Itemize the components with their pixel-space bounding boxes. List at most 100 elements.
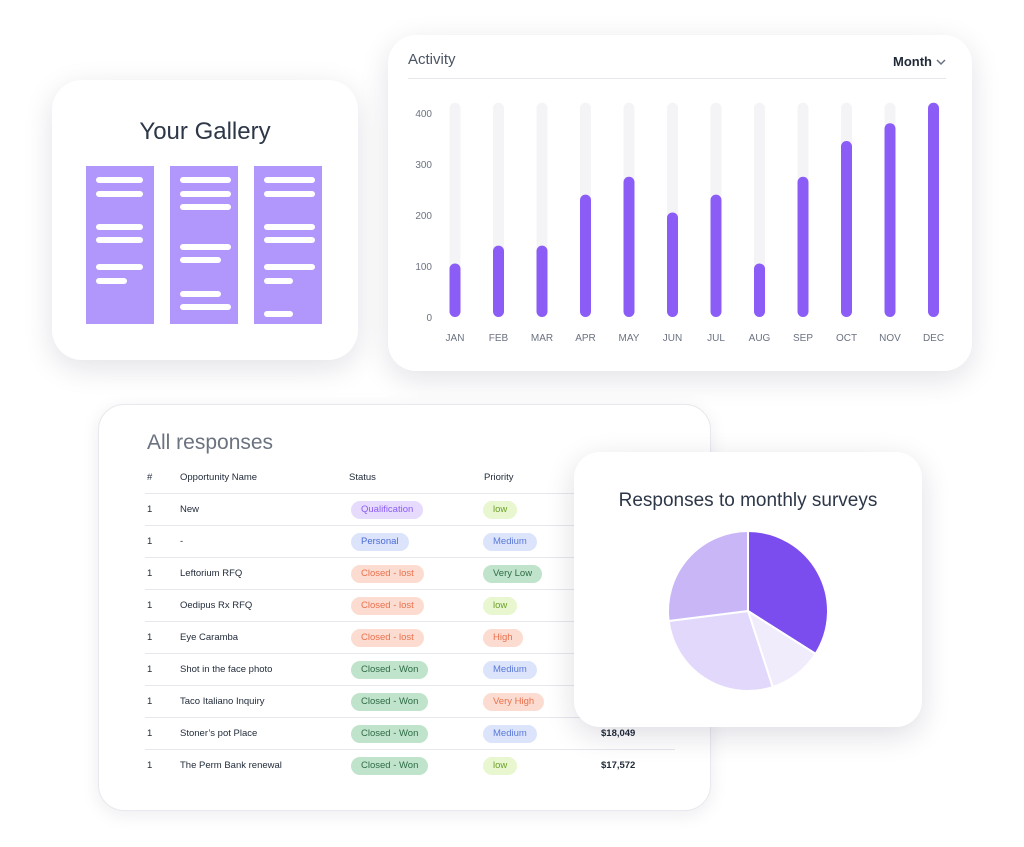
- x-tick-label: JUN: [663, 333, 682, 344]
- bar-jul[interactable]: [710, 194, 722, 317]
- col-header-priority: Priority: [484, 472, 514, 483]
- y-tick-label: 300: [415, 160, 432, 171]
- responses-title: All responses: [147, 431, 274, 454]
- gallery-column[interactable]: [86, 166, 154, 324]
- table-row[interactable]: 1 Taco Italiano Inquiry Closed - Won Very H…: [145, 685, 675, 717]
- priority-badge: Medium: [483, 533, 537, 551]
- row-number: 1: [147, 536, 153, 547]
- y-tick-label: 400: [415, 109, 432, 120]
- status-badge: Closed - lost: [351, 565, 424, 583]
- status-badge: Closed - Won: [351, 693, 429, 711]
- row-number: 1: [147, 504, 153, 515]
- col-header-status: Status: [349, 472, 376, 483]
- survey-pie-chart: [667, 529, 829, 692]
- bar-jun[interactable]: [667, 212, 678, 317]
- amount-value: $18,049: [601, 728, 636, 739]
- bar-may[interactable]: [623, 176, 635, 317]
- gallery-card: Your Gallery: [52, 80, 358, 360]
- y-tick-label: 0: [426, 313, 432, 324]
- table-row[interactable]: 1 Oedipus Rx RFQ Closed - lost low: [145, 589, 675, 621]
- status-badge: Closed - Won: [351, 757, 429, 775]
- priority-badge: low: [483, 501, 518, 519]
- bar-oct[interactable]: [841, 141, 852, 317]
- bar-mar[interactable]: [536, 245, 548, 317]
- status-badge: Closed - lost: [351, 629, 424, 647]
- row-number: 1: [147, 664, 153, 675]
- period-dropdown[interactable]: Month: [893, 54, 946, 69]
- table-row[interactable]: 1 Eye Caramba Closed - lost High: [145, 621, 675, 653]
- table-row[interactable]: 1 - Personal Medium: [145, 525, 675, 557]
- survey-title: Responses to monthly surveys: [618, 490, 878, 511]
- x-tick-label: SEP: [793, 333, 813, 344]
- priority-badge: Medium: [483, 725, 537, 743]
- activity-bar-chart: 400 300 200 100 0 JAN FEB MAR APR MAY JUN JUL AUG SEP…: [415, 102, 944, 344]
- opportunity-name: Stoner’s pot Place: [180, 728, 258, 739]
- status-badge: Personal: [351, 533, 409, 551]
- row-number: 1: [147, 696, 153, 707]
- bar-sep[interactable]: [797, 176, 809, 317]
- status-badge: Closed - lost: [351, 597, 424, 615]
- priority-badge: Very High: [483, 693, 545, 711]
- table-row[interactable]: 1 Leftorium RFQ Closed - lost Very Low: [145, 557, 675, 589]
- table-row[interactable]: 1 The Perm Bank renewal Closed - Won low $17…: [145, 749, 675, 781]
- table-row[interactable]: 1 Shot in the face photo Closed - Won Mediu…: [145, 653, 675, 685]
- opportunity-name: Leftorium RFQ: [180, 568, 243, 579]
- survey-card: Responses to monthly surveys: [574, 452, 922, 727]
- bar-feb[interactable]: [493, 245, 504, 317]
- x-tick-label: FEB: [489, 333, 509, 344]
- opportunity-name: -: [180, 536, 184, 547]
- x-tick-label: MAY: [619, 333, 640, 344]
- bar-nov[interactable]: [884, 123, 896, 317]
- bar-jan[interactable]: [449, 263, 461, 317]
- opportunity-name: The Perm Bank renewal: [180, 760, 282, 771]
- priority-badge: High: [483, 629, 523, 647]
- y-tick-label: 200: [415, 211, 432, 222]
- bar-track: [449, 102, 461, 317]
- opportunity-name: Taco Italiano Inquiry: [180, 696, 265, 707]
- status-badge: Closed - Won: [351, 661, 429, 679]
- x-tick-label: JUL: [707, 333, 725, 344]
- table-row[interactable]: 1 New Qualification low: [145, 493, 675, 525]
- opportunity-name: Oedipus Rx RFQ: [180, 600, 253, 611]
- status-badge: Closed - Won: [351, 725, 429, 743]
- priority-badge: low: [483, 757, 518, 775]
- x-tick-label: APR: [575, 333, 596, 344]
- col-header-num: #: [147, 472, 153, 483]
- row-number: 1: [147, 568, 153, 579]
- activity-title: Activity: [408, 51, 456, 68]
- gallery-title: Your Gallery: [139, 118, 271, 145]
- col-header-name: Opportunity Name: [180, 472, 258, 483]
- x-tick-label: JAN: [446, 333, 465, 344]
- x-tick-label: AUG: [749, 333, 771, 344]
- opportunity-name: Eye Caramba: [180, 632, 239, 643]
- y-tick-label: 100: [415, 262, 432, 273]
- amount-value: $17,572: [601, 760, 636, 771]
- table-row[interactable]: 1 Stoner’s pot Place Closed - Won Medium $18…: [145, 717, 675, 749]
- bar-apr[interactable]: [580, 194, 591, 317]
- status-badge: Qualification: [351, 501, 424, 519]
- gallery-column[interactable]: [170, 166, 238, 324]
- priority-badge: Medium: [483, 661, 537, 679]
- opportunity-name: New: [180, 504, 200, 515]
- chevron-down-icon: [936, 59, 946, 66]
- x-tick-label: DEC: [923, 333, 944, 344]
- gallery-column[interactable]: [254, 166, 322, 324]
- priority-badge: Very Low: [483, 565, 543, 583]
- x-tick-label: NOV: [879, 333, 901, 344]
- row-number: 1: [147, 600, 153, 611]
- header-divider: [408, 78, 946, 79]
- x-tick-label: OCT: [836, 333, 857, 344]
- bar-dec[interactable]: [928, 102, 939, 317]
- activity-card: Activity Month 400 300 200 100 0 JAN FEB MAR APR…: [388, 35, 972, 371]
- pie-slice[interactable]: [667, 529, 749, 623]
- row-number: 1: [147, 760, 153, 771]
- pie-slice[interactable]: [667, 609, 774, 692]
- period-dropdown-label: Month: [893, 54, 932, 69]
- row-number: 1: [147, 728, 153, 739]
- opportunity-name: Shot in the face photo: [180, 664, 273, 675]
- row-number: 1: [147, 632, 153, 643]
- bar-aug[interactable]: [754, 263, 765, 317]
- bar-track: [754, 102, 765, 317]
- priority-badge: low: [483, 597, 518, 615]
- x-tick-label: MAR: [531, 333, 553, 344]
